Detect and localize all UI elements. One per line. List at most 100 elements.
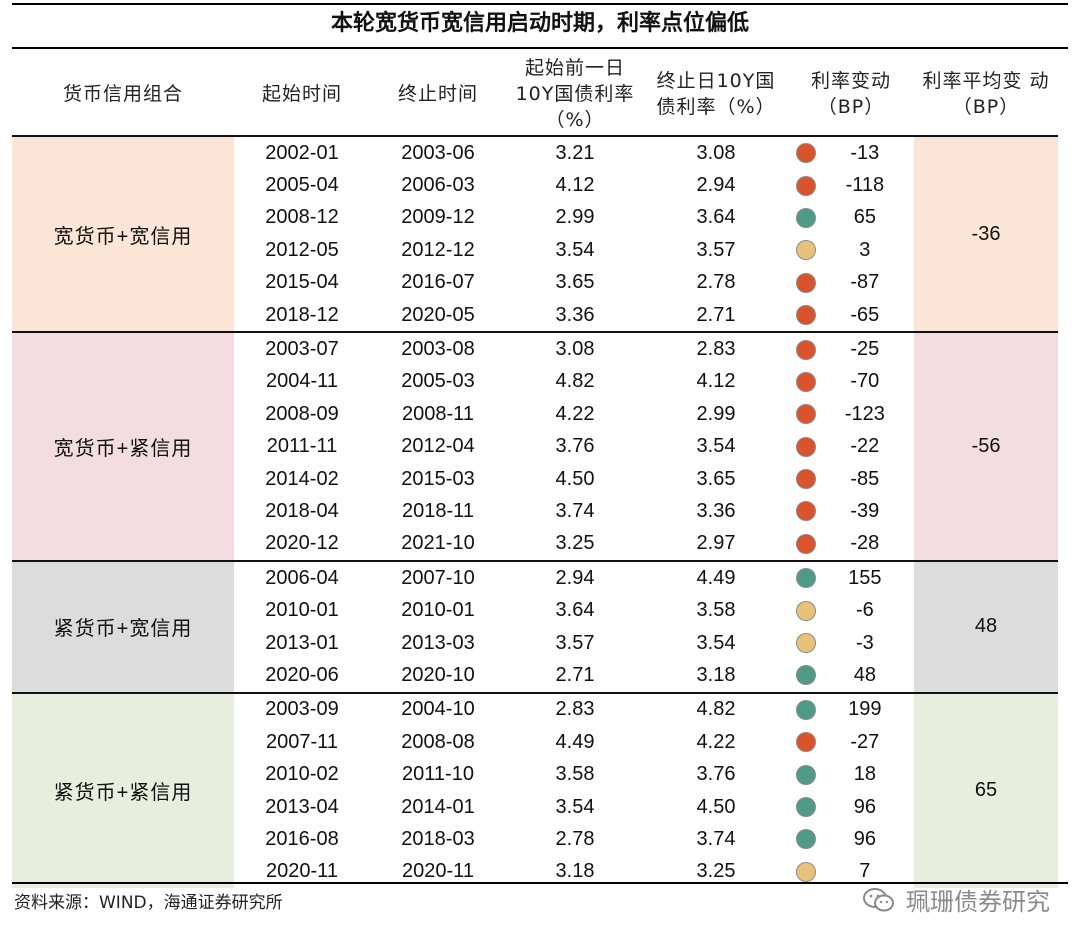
red-dot-icon [796,339,816,360]
start-rate-cell: 2.78 [555,827,595,850]
change-cell: -3 [788,627,914,659]
change-cell: -65 [788,299,914,332]
end-rate-cell: 2.83 [644,331,788,366]
start-date-cell: 2003-09 [234,691,370,727]
start-date-cell: 2011-11 [266,435,338,458]
change-cell: -70 [788,366,914,398]
start-date-cell: 2018-12 [265,303,339,326]
change-cell: -22 [788,431,914,463]
end-date-cell: 2007-10 [370,560,506,595]
change-value: -25 [850,338,880,361]
end-rate-cell: 3.54 [696,435,736,458]
start-date-cell: 2010-01 [265,599,339,622]
start-rate-cell: 3.65 [555,271,595,294]
start-rate-cell: 3.18 [555,860,595,883]
top-rule [12,3,1068,5]
change-value: -28 [850,532,880,555]
change-value: 155 [848,566,882,589]
red-dot-icon [796,305,816,326]
start-rate-cell: 3.21 [506,134,644,170]
green-dot-icon [796,699,816,720]
table-body: 宽货币+宽信用 2002-01 2003-06 3.21 3.08 -13 -36 2005-… [12,134,1058,888]
change-cell: -118 [788,169,914,201]
table-row: 2008-12 2009-12 2.99 3.64 65 [12,202,1058,234]
table-row: 2020-12 2021-10 3.25 2.97 -28 [12,528,1058,561]
table-row: 2013-04 2014-01 3.54 4.50 96 [12,791,1058,823]
start-date-cell: 2013-04 [265,795,339,818]
table-row: 2010-02 2011-10 3.58 3.76 18 [12,758,1058,790]
group-average: 48 [914,560,1058,693]
table-row: 2016-08 2018-03 2.78 3.74 96 [12,823,1058,855]
end-date-cell: 2006-03 [401,174,475,197]
header-end-rate: 终止日10Y国 债利率（%） [656,69,776,118]
start-date-cell: 2005-04 [265,174,339,197]
header-start: 起始时间 [261,82,342,105]
green-dot-icon [796,207,816,228]
change-cell: 155 [788,560,914,595]
change-cell: -6 [788,594,914,626]
red-dot-icon [796,501,816,522]
change-value: 96 [853,827,876,850]
yellow-dot-icon [796,240,816,261]
change-cell: 199 [788,691,914,727]
end-date-cell: 2018-03 [401,827,475,850]
start-rate-cell: 3.36 [555,303,595,326]
group-average: -56 [914,331,1058,562]
start-rate-cell: 3.76 [555,435,595,458]
start-rate-cell: 3.64 [555,599,595,622]
table-row: 2011-11 2012-04 3.76 3.54 -22 [12,431,1058,463]
change-cell: 18 [788,758,914,790]
change-cell: -13 [788,134,914,170]
start-date-cell: 2020-11 [266,860,338,883]
green-dot-icon [796,829,816,850]
table-row: 紧货币+紧信用 2003-09 2004-10 2.83 4.82 199 65 [12,691,1058,888]
group-label: 紧货币+宽信用 [12,560,234,693]
change-cell: -123 [788,398,914,430]
end-date-cell: 2009-12 [401,206,475,229]
red-dot-icon [796,436,816,457]
change-value: 96 [853,795,876,818]
start-rate-cell: 3.25 [555,532,595,555]
change-cell: -27 [788,726,914,758]
table-row: 2013-01 2013-03 3.57 3.54 -3 [12,627,1058,659]
title-rule [12,47,1068,49]
change-cell: 7 [788,856,914,888]
start-date-cell: 2006-04 [234,560,370,595]
group-label: 宽货币+紧信用 [12,331,234,562]
start-date-cell: 2020-12 [265,532,339,555]
red-dot-icon [796,143,816,164]
table-row: 2004-11 2005-03 4.82 4.12 -70 [12,366,1058,398]
start-date-cell: 2016-08 [265,827,339,850]
end-date-cell: 2012-12 [401,238,475,261]
start-rate-cell: 3.58 [555,763,595,786]
start-date-cell: 2020-06 [265,663,339,686]
end-rate-cell: 3.76 [696,763,736,786]
end-date-cell: 2003-08 [370,331,506,366]
table-row: 2012-05 2012-12 3.54 3.57 3 [12,234,1058,266]
group-average: -36 [914,134,1058,333]
end-rate-cell: 2.71 [696,303,736,326]
table-row: 宽货币+紧信用 2003-07 2003-08 3.08 2.83 -25 -56 [12,331,1058,562]
red-dot-icon [796,371,816,392]
table-row: 2018-04 2018-11 3.74 3.36 -39 [12,495,1058,527]
start-rate-cell: 3.08 [506,331,644,366]
table-row: 2005-04 2006-03 4.12 2.94 -118 [12,169,1058,201]
change-value: 199 [848,698,882,721]
start-rate-cell: 2.99 [555,206,595,229]
red-dot-icon [796,533,816,554]
start-rate-cell: 3.57 [555,631,595,654]
table-title: 本轮宽货币宽信用启动时期，利率点位偏低 [330,11,749,36]
table-row: 紧货币+宽信用 2006-04 2007-10 2.94 4.49 155 48 [12,560,1058,693]
end-date-cell: 2004-10 [370,691,506,727]
change-value: -118 [845,174,885,197]
change-value: -85 [850,467,880,490]
change-value: -123 [844,402,885,425]
start-date-cell: 2010-02 [265,763,339,786]
end-date-cell: 2011-10 [402,763,474,786]
start-rate-cell: 2.71 [555,663,595,686]
start-rate-cell: 3.74 [555,499,595,522]
end-rate-cell: 3.25 [696,860,736,883]
change-cell: -25 [788,331,914,366]
change-value: -13 [850,141,880,164]
header-end: 终止时间 [397,82,478,105]
